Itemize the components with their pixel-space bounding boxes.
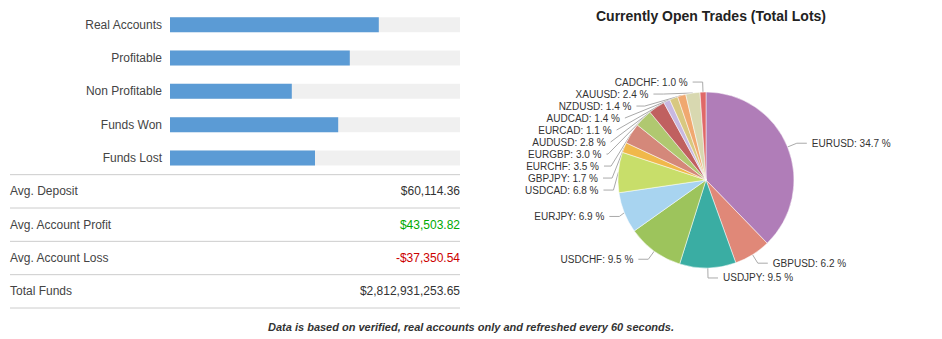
svg-text:EURGBP: 3.0 %: EURGBP: 3.0 %	[528, 149, 601, 160]
svg-text:-$37,350.54: -$37,350.54	[396, 251, 460, 265]
svg-text:EURJPY: 6.9 %: EURJPY: 6.9 %	[534, 211, 604, 222]
svg-text:XAUUSD: 2.4 %: XAUUSD: 2.4 %	[576, 89, 649, 100]
svg-text:USDJPY: 9.5 %: USDJPY: 9.5 %	[723, 272, 793, 283]
svg-text:Currently Open Trades (Total L: Currently Open Trades (Total Lots)	[596, 8, 826, 24]
svg-text:AUDCAD: 1.4 %: AUDCAD: 1.4 %	[547, 113, 620, 124]
svg-text:USDCAD: 6.8 %: USDCAD: 6.8 %	[525, 185, 598, 196]
svg-text:Avg. Account Profit: Avg. Account Profit	[10, 218, 112, 232]
svg-text:EURCAD: 1.1 %: EURCAD: 1.1 %	[538, 125, 611, 136]
svg-text:Funds Won: Funds Won	[101, 118, 162, 132]
svg-text:GBPJPY: 1.7 %: GBPJPY: 1.7 %	[528, 173, 598, 184]
svg-text:$2,812,931,253.65: $2,812,931,253.65	[360, 284, 460, 298]
svg-text:NZDUSD: 1.4 %: NZDUSD: 1.4 %	[559, 101, 632, 112]
svg-text:Total Funds: Total Funds	[10, 284, 72, 298]
svg-text:Funds Lost: Funds Lost	[103, 151, 163, 165]
svg-text:Non Profitable: Non Profitable	[86, 84, 162, 98]
svg-text:$60,114.36: $60,114.36	[401, 184, 460, 198]
svg-text:Avg. Deposit: Avg. Deposit	[10, 184, 78, 198]
svg-text:Avg. Account Loss: Avg. Account Loss	[10, 251, 109, 265]
svg-text:EURCHF: 3.5 %: EURCHF: 3.5 %	[526, 161, 599, 172]
svg-text:Profitable: Profitable	[111, 51, 162, 65]
svg-text:CADCHF: 1.0 %: CADCHF: 1.0 %	[615, 77, 688, 88]
svg-text:USDCHF: 9.5 %: USDCHF: 9.5 %	[561, 254, 634, 265]
svg-text:$43,503.82: $43,503.82	[400, 218, 460, 232]
svg-text:Real Accounts: Real Accounts	[85, 18, 162, 32]
svg-text:GBPUSD: 6.2 %: GBPUSD: 6.2 %	[773, 258, 846, 269]
svg-text:AUDUSD: 2.8 %: AUDUSD: 2.8 %	[532, 137, 605, 148]
svg-text:Data is based on verified, rea: Data is based on verified, real accounts…	[268, 321, 674, 333]
svg-text:EURUSD: 34.7 %: EURUSD: 34.7 %	[812, 138, 891, 149]
